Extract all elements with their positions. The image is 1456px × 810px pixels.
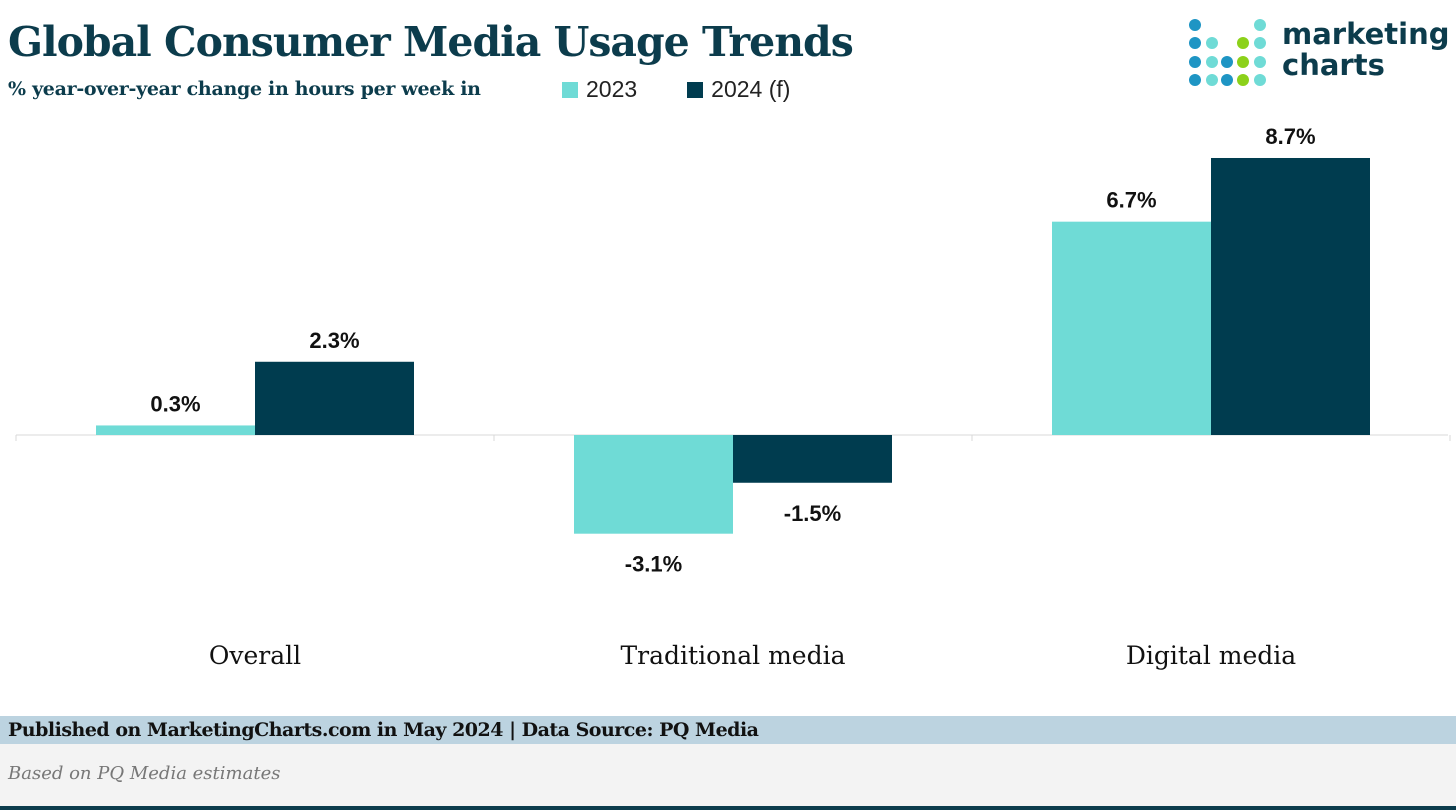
- logo-dots-icon: [1189, 19, 1266, 86]
- footer-source-bar: Published on MarketingCharts.com in May …: [0, 716, 1456, 744]
- logo-dot: [1206, 74, 1218, 86]
- logo-dot: [1254, 37, 1266, 49]
- chart-subtitle: % year-over-year change in hours per wee…: [8, 78, 481, 100]
- logo-dot: [1189, 37, 1201, 49]
- bar-chart: 0.3% 2.3% Overall -3.1% -1.5% Traditional med…: [15, 124, 1451, 670]
- marketingcharts-logo: marketing charts: [1185, 15, 1450, 95]
- logo-dot: [1237, 74, 1249, 86]
- bar-2023-1: [574, 435, 733, 534]
- logo-dot: [1189, 74, 1201, 86]
- data-label: 0.3%: [150, 391, 200, 416]
- category-label: Digital media: [1126, 641, 1296, 670]
- category-label: Traditional media: [621, 641, 846, 670]
- chart-title: Global Consumer Media Usage Trends: [8, 18, 854, 66]
- legend-label-2023: 2023: [586, 76, 638, 102]
- logo-text-line2: charts: [1282, 48, 1385, 82]
- note-text: Based on PQ Media estimates: [8, 763, 281, 784]
- data-label: -1.5%: [784, 501, 841, 526]
- bar-2023-0: [96, 425, 255, 435]
- logo-dot: [1254, 74, 1266, 86]
- data-label: 2.3%: [309, 328, 359, 353]
- logo-dot: [1189, 19, 1201, 31]
- logo-dot: [1237, 37, 1249, 49]
- legend-swatch-2024: [687, 81, 704, 98]
- category-label: Overall: [209, 641, 301, 670]
- note-area: Based on PQ Media estimates: [0, 744, 1456, 806]
- logo-dot: [1254, 56, 1266, 68]
- data-label: 8.7%: [1265, 124, 1315, 149]
- bar-2023-2: [1052, 221, 1211, 435]
- data-label: -3.1%: [625, 552, 682, 577]
- legend-swatch-2023: [562, 81, 578, 98]
- legend: 2023 2024 (f): [562, 76, 790, 103]
- logo-dot: [1221, 74, 1233, 86]
- legend-item-2024: 2024 (f): [687, 76, 790, 103]
- logo-dot: [1206, 37, 1218, 49]
- legend-label-2024: 2024 (f): [711, 76, 791, 102]
- published-text: Published on MarketingCharts.com in May …: [8, 719, 759, 741]
- logo-dot: [1206, 56, 1218, 68]
- legend-item-2023: 2023: [562, 76, 637, 103]
- logo-text-line1: marketing: [1282, 17, 1450, 51]
- logo-dot: [1254, 19, 1266, 31]
- data-label: 6.7%: [1106, 188, 1156, 213]
- logo-dot: [1237, 56, 1249, 68]
- bar-2024f-1: [733, 435, 892, 483]
- bar-2024f-2: [1211, 157, 1370, 435]
- logo-dot: [1221, 56, 1233, 68]
- bar-2024f-0: [255, 361, 414, 435]
- bottom-border: [0, 806, 1456, 810]
- logo-dot: [1189, 56, 1201, 68]
